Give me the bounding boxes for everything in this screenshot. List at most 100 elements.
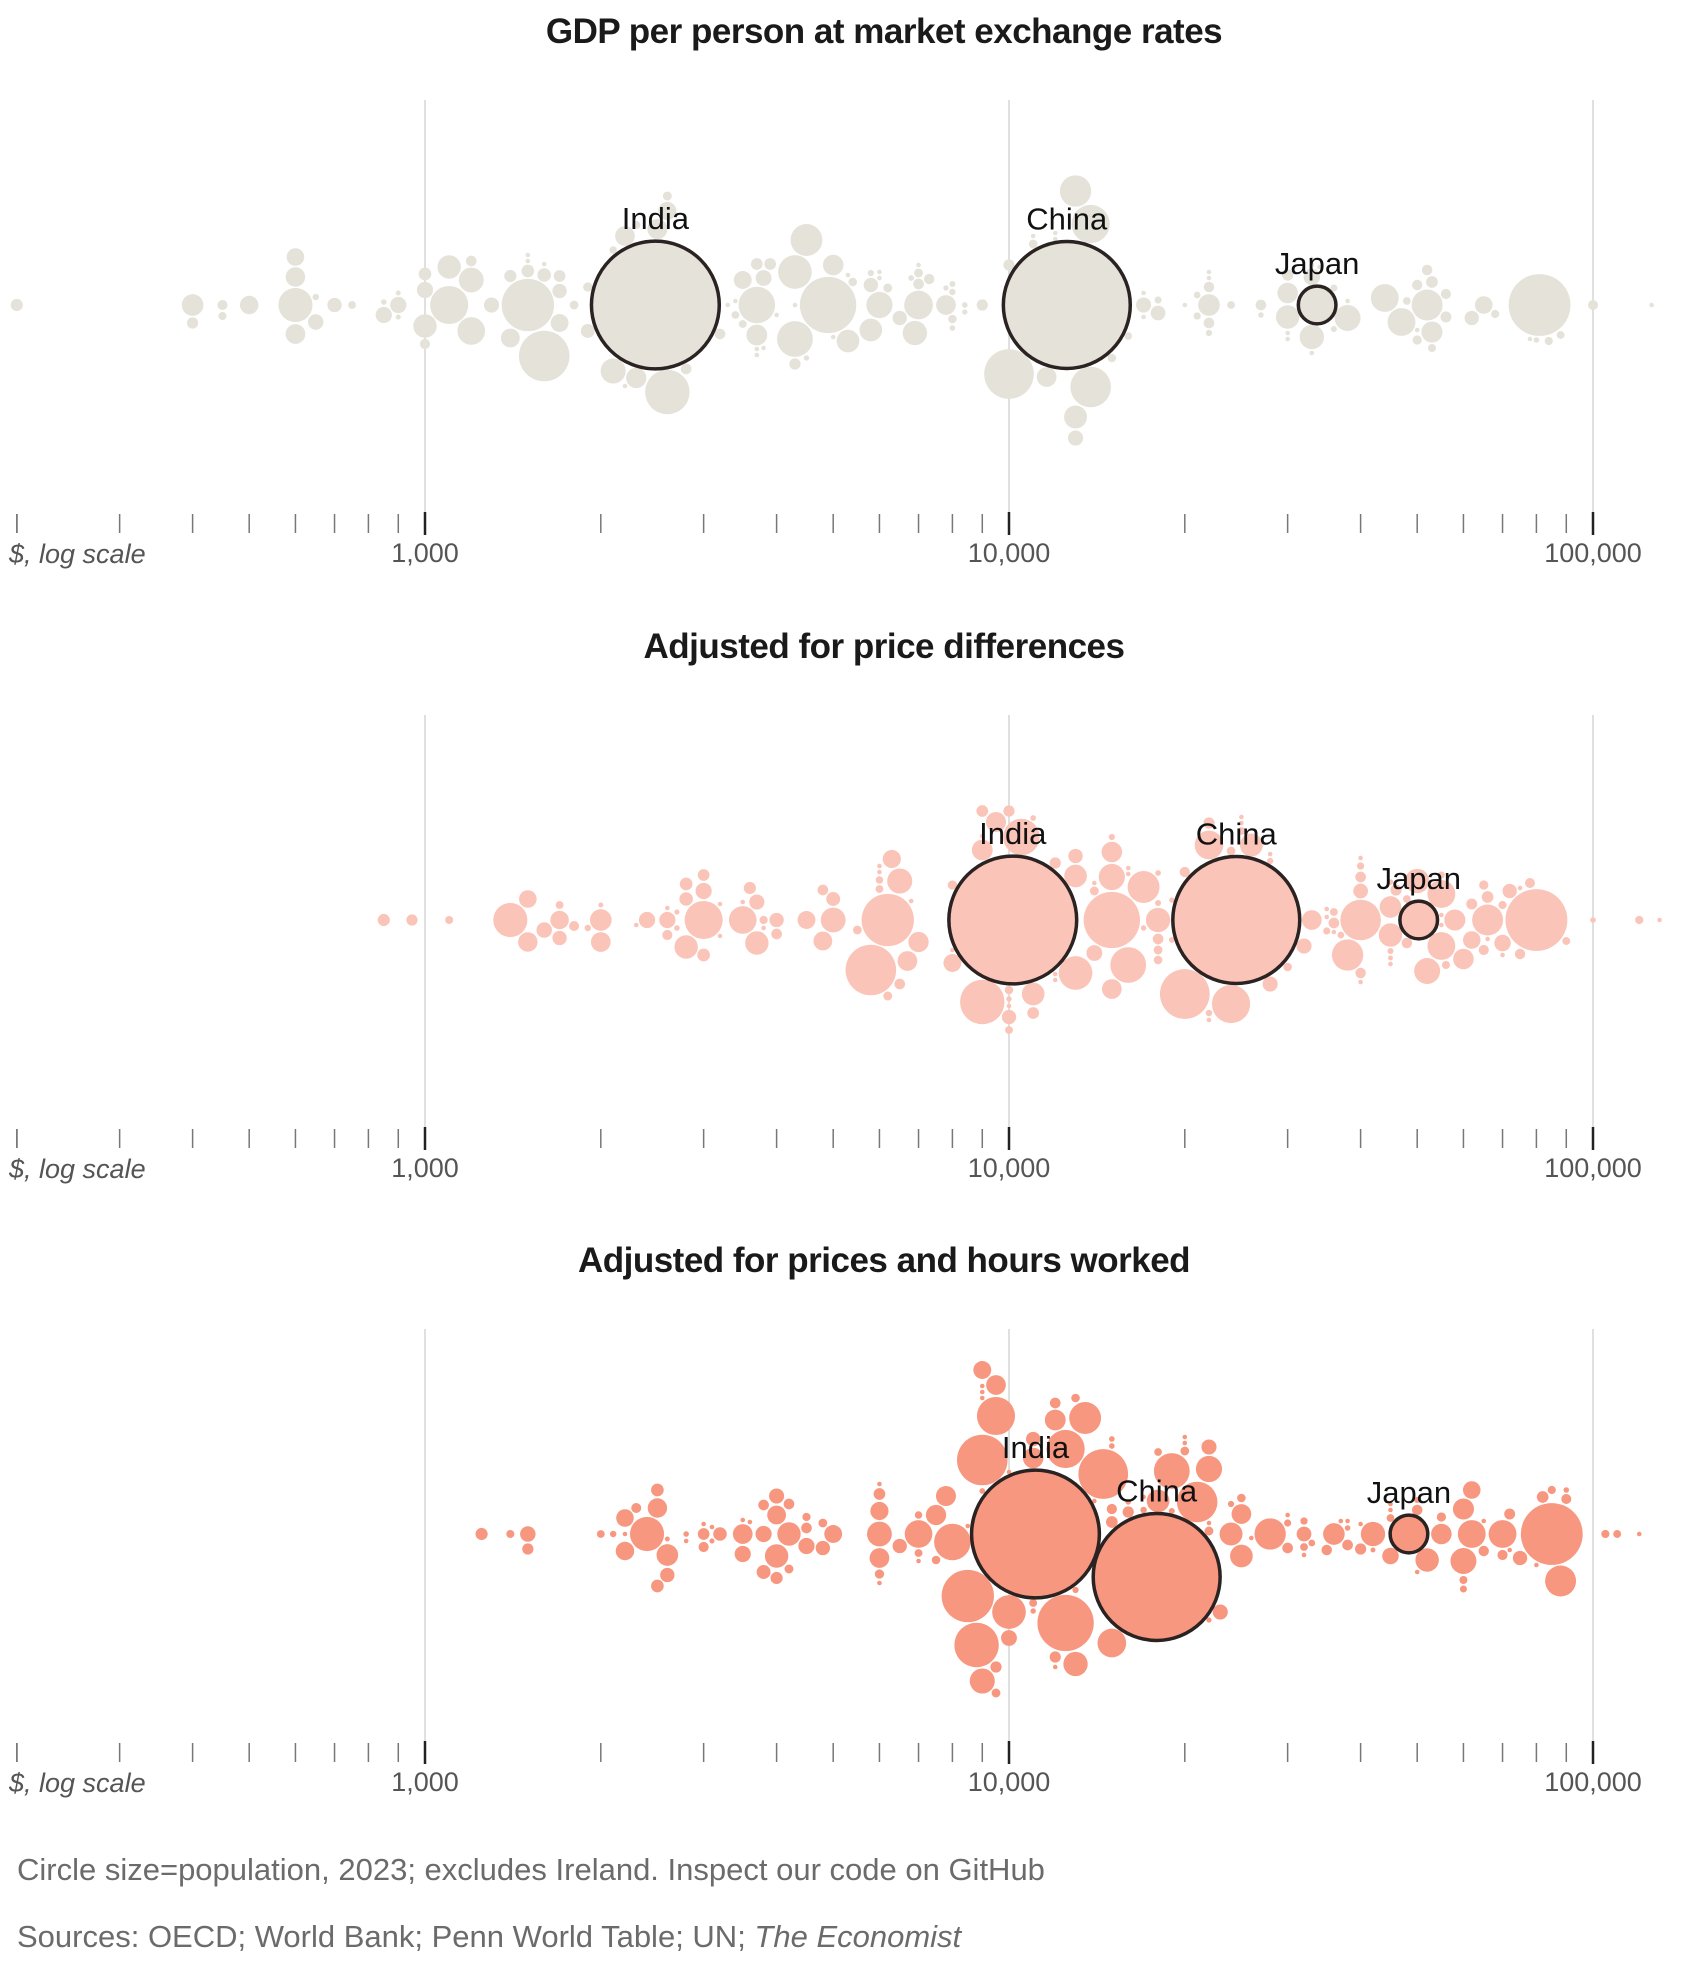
country-bubble xyxy=(10,298,23,312)
country-bubble xyxy=(1239,833,1263,857)
country-bubble xyxy=(867,1521,892,1547)
country-bubble xyxy=(626,367,647,389)
country-bubble xyxy=(1300,1517,1308,1525)
country-bubble xyxy=(1026,1431,1041,1447)
country-bubble xyxy=(1303,268,1321,286)
country-bubble xyxy=(1006,1469,1012,1475)
country-bubble xyxy=(406,914,418,926)
country-bubble xyxy=(1427,880,1456,908)
country-bubble xyxy=(1239,814,1244,820)
country-bubble xyxy=(1092,880,1097,886)
country-bubble xyxy=(1052,230,1058,236)
country-bubble xyxy=(1421,321,1443,343)
country-bubble xyxy=(894,978,906,990)
country-bubble xyxy=(1330,325,1337,333)
country-bubble xyxy=(1527,336,1533,342)
country-bubble xyxy=(445,915,454,925)
country-bubble xyxy=(845,272,851,278)
country-bubble xyxy=(1109,1436,1115,1442)
country-bubble xyxy=(1285,336,1290,342)
country-bubble xyxy=(1301,910,1322,930)
country-bubble xyxy=(1052,236,1058,242)
country-bubble xyxy=(883,991,893,1001)
country-bubble xyxy=(925,1504,947,1526)
country-bubble xyxy=(1563,1487,1570,1493)
country-bubble xyxy=(553,270,566,282)
country-bubble xyxy=(1046,1429,1085,1469)
country-bubble xyxy=(1227,1500,1235,1508)
x-axis: 1,000 10,000 100,000 $, log scale xyxy=(8,1741,1642,1798)
country-bubble xyxy=(1457,1520,1486,1548)
country-bubble xyxy=(504,269,517,283)
country-bubble xyxy=(866,291,893,319)
country-bubble xyxy=(583,282,593,292)
country-bubble xyxy=(1636,1531,1642,1537)
country-bubble xyxy=(869,1548,890,1568)
country-bubble xyxy=(1145,907,1171,933)
country-bubble xyxy=(750,258,763,270)
country-bubble xyxy=(1414,327,1420,333)
country-bubble xyxy=(969,1668,995,1694)
country-bubble xyxy=(1590,917,1596,923)
country-bubble xyxy=(1481,891,1494,903)
country-bubble xyxy=(1063,1651,1088,1677)
country-bubble xyxy=(948,314,957,324)
country-bubble xyxy=(1141,314,1146,320)
country-bubble xyxy=(656,1544,679,1566)
country-bubble xyxy=(784,1564,794,1574)
country-bubble xyxy=(867,269,874,277)
country-bubble xyxy=(1354,1543,1367,1555)
country-bubble xyxy=(817,884,829,896)
country-bubble xyxy=(665,905,670,911)
country-bubble xyxy=(924,273,935,285)
country-bubble xyxy=(1309,350,1315,356)
country-bubble xyxy=(684,900,723,940)
country-bubble xyxy=(550,910,569,930)
country-bubble xyxy=(1497,1549,1508,1561)
country-bubble xyxy=(783,1498,795,1510)
country-bubble xyxy=(1657,917,1662,923)
country-bubble xyxy=(728,906,757,934)
country-bubble xyxy=(732,1524,753,1544)
country-bubble xyxy=(1353,883,1368,899)
country-bubble xyxy=(771,928,782,940)
country-bubble xyxy=(770,1571,783,1585)
country-bubble xyxy=(931,1555,941,1565)
country-bubble xyxy=(792,302,798,308)
country-bubble xyxy=(647,1498,668,1518)
country-bubble xyxy=(764,258,777,270)
country-bubble xyxy=(1370,284,1399,312)
country-bubble xyxy=(536,922,552,938)
country-bubble xyxy=(798,1537,815,1555)
country-bubble xyxy=(1205,329,1213,337)
country-bubble xyxy=(758,1499,769,1511)
country-bubble xyxy=(1439,922,1444,928)
country-bubble xyxy=(747,1519,753,1525)
country-bubble xyxy=(979,833,985,839)
country-bubble xyxy=(914,1549,923,1557)
country-bubble xyxy=(848,277,857,287)
country-bubble xyxy=(949,288,956,296)
country-bubble xyxy=(1203,281,1215,293)
country-bubble xyxy=(1474,296,1493,314)
country-bubble xyxy=(743,881,756,895)
country-bubble xyxy=(664,1536,670,1542)
country-bubble xyxy=(218,311,227,321)
country-bubble xyxy=(754,352,760,358)
country-bubble xyxy=(1044,1409,1066,1431)
country-bubble xyxy=(1068,848,1083,864)
country-bubble xyxy=(1414,1496,1421,1504)
country-bubble xyxy=(991,1688,1001,1698)
country-bubble xyxy=(651,1579,664,1593)
country-bubble xyxy=(767,1505,787,1525)
bubble-india xyxy=(947,854,1079,986)
country-bubble xyxy=(1296,938,1312,954)
country-bubble xyxy=(1338,1518,1344,1524)
country-bubble xyxy=(701,1521,706,1527)
country-bubble xyxy=(1440,311,1452,323)
country-bubble xyxy=(1300,1543,1308,1551)
country-bubble xyxy=(1431,1523,1452,1545)
country-bubble xyxy=(1439,912,1444,918)
country-bubble xyxy=(1182,1434,1188,1440)
country-bubble xyxy=(1059,175,1092,207)
